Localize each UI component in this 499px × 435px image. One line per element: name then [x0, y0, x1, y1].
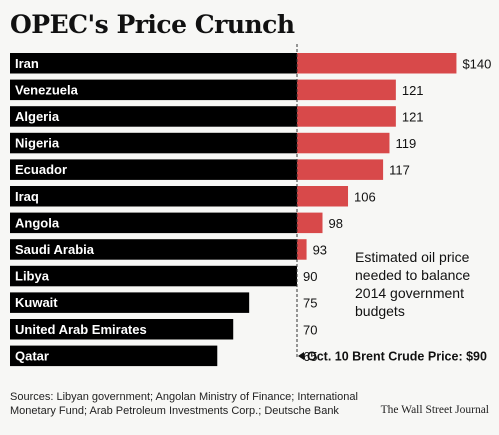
value-label-0: $140	[462, 56, 491, 71]
annotation-block: Estimated oil price needed to balance 2014…	[355, 249, 470, 319]
value-label-6: 98	[329, 216, 343, 231]
bar-red-5	[297, 186, 349, 207]
category-label-1: Venezuela	[15, 82, 79, 97]
bar-red-7	[297, 239, 307, 260]
category-label-8: Libya	[15, 269, 50, 284]
bar-black-6	[10, 212, 297, 234]
category-label-9: Kuwait	[15, 295, 58, 310]
category-label-4: Ecuador	[15, 162, 67, 177]
bar-black-8	[10, 265, 297, 287]
bar-black-0	[10, 53, 297, 74]
sources-note: Sources: Libyan government; Angolan Mini…	[10, 391, 358, 417]
value-label-1: 121	[402, 83, 424, 98]
value-label-8: 90	[303, 269, 317, 284]
category-label-5: Iraq	[15, 189, 39, 204]
bar-chart: Iran $140 Venezuela 121 Algeria 121 Nigeria 119…	[10, 44, 491, 367]
bar-black-2	[10, 106, 297, 127]
value-label-9: 75	[303, 296, 317, 311]
category-label-11: Qatar	[15, 348, 49, 363]
bars-layer	[10, 53, 457, 367]
value-label-3: 119	[395, 136, 416, 151]
brent-arrow-icon	[298, 352, 304, 360]
bar-black-4	[10, 159, 297, 180]
annotation-line-0: Estimated oil price	[355, 249, 470, 265]
bar-black-9	[10, 292, 250, 313]
value-label-10: 70	[303, 322, 317, 337]
bar-black-11	[10, 345, 218, 367]
bar-black-10	[10, 319, 234, 340]
category-label-10: United Arab Emirates	[15, 322, 147, 337]
value-label-4: 117	[389, 163, 410, 178]
bar-red-1	[297, 79, 396, 101]
bar-red-4	[297, 159, 384, 180]
chart-title: OPEC's Price Crunch	[10, 10, 295, 39]
category-label-2: Algeria	[15, 109, 60, 124]
labels-layer: Iran $140 Venezuela 121 Algeria 121 Nigeria 119…	[15, 56, 491, 364]
annotation-line-2: 2014 government	[355, 285, 464, 301]
bar-black-3	[10, 132, 297, 154]
bar-black-5	[10, 186, 297, 207]
value-label-11: 65	[303, 349, 317, 364]
bar-black-7	[10, 239, 297, 260]
annotation-line-3: budgets	[355, 303, 405, 319]
brent-price-label: Oct. 10 Brent Crude Price: $90	[307, 350, 487, 364]
bar-red-0	[297, 53, 457, 74]
bar-red-6	[297, 212, 323, 234]
annotation-line-1: needed to balance	[355, 267, 470, 283]
category-label-3: Nigeria	[15, 136, 60, 151]
credit-label: The Wall Street Journal	[380, 404, 489, 416]
category-label-7: Saudi Arabia	[15, 242, 95, 257]
category-label-0: Iran	[15, 56, 39, 71]
bar-red-3	[297, 132, 390, 154]
value-label-7: 93	[313, 242, 327, 257]
value-label-2: 121	[402, 109, 424, 124]
bar-black-1	[10, 79, 297, 101]
category-label-6: Angola	[15, 215, 60, 230]
value-label-5: 106	[354, 189, 376, 204]
bar-red-2	[297, 106, 396, 127]
